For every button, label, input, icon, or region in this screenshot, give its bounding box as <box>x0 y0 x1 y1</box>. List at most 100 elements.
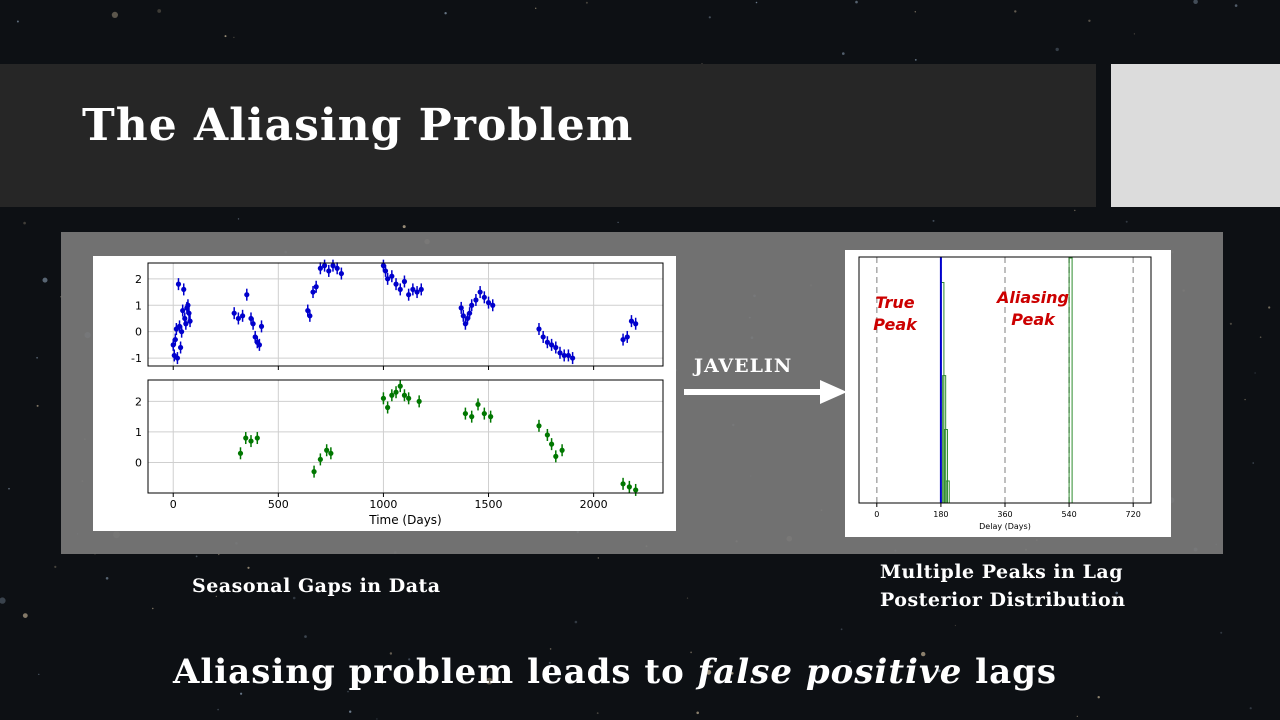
background-star <box>1252 462 1254 464</box>
background-star <box>376 718 378 720</box>
background-star <box>22 613 28 618</box>
plot-frame <box>147 379 664 494</box>
data-point <box>324 447 330 453</box>
data-point <box>250 321 256 327</box>
y-tick-label: 0 <box>135 456 142 469</box>
data-point <box>469 414 475 420</box>
background-star <box>914 59 917 61</box>
data-point <box>620 336 626 343</box>
data-point <box>307 313 313 319</box>
data-point <box>624 334 630 340</box>
background-star <box>105 577 109 580</box>
data-point <box>170 342 176 348</box>
x-tick-label: 1500 <box>475 498 503 511</box>
background-star <box>8 487 10 490</box>
background-star <box>38 673 40 675</box>
y-tick-label: 2 <box>135 395 142 408</box>
background-star <box>921 651 926 657</box>
data-point <box>317 265 323 271</box>
data-point <box>406 395 412 401</box>
data-point <box>488 414 494 420</box>
background-star <box>690 651 692 654</box>
background-star <box>686 597 689 599</box>
data-point <box>557 350 563 356</box>
background-star <box>597 557 599 559</box>
data-point <box>248 315 254 322</box>
data-point <box>406 292 412 298</box>
data-point <box>540 334 546 340</box>
data-point <box>475 401 481 408</box>
background-star <box>548 661 551 665</box>
data-point <box>256 342 263 348</box>
annotation-line-1: Aliasing <box>995 288 1069 307</box>
background-star <box>706 669 712 675</box>
background-star <box>485 677 493 685</box>
data-point <box>393 281 399 287</box>
data-point <box>481 410 487 417</box>
background-star <box>1008 670 1010 672</box>
caption-line-2: Posterior Distribution <box>880 589 1126 611</box>
background-star <box>304 635 307 638</box>
background-star <box>1229 322 1232 325</box>
background-star <box>1115 591 1118 595</box>
data-point <box>254 435 260 441</box>
x-tick-label: 2000 <box>580 498 608 511</box>
x-tick-label: 0 <box>170 498 177 511</box>
y-tick-label: 0 <box>135 326 142 339</box>
background-star <box>389 652 393 655</box>
x-tick-label: 1000 <box>369 498 397 511</box>
background-star <box>195 555 198 558</box>
data-point <box>321 263 328 269</box>
data-point <box>628 318 635 324</box>
data-point <box>565 352 572 359</box>
background-star <box>247 566 250 569</box>
data-point <box>175 281 182 287</box>
data-point <box>317 456 323 463</box>
background-star <box>696 711 699 715</box>
background-star <box>1133 33 1135 35</box>
caption-multiple-peaks: Multiple Peaks in Lag Posterior Distribu… <box>880 558 1126 614</box>
x-axis-label: Delay (Days) <box>979 522 1031 531</box>
x-tick-label: 540 <box>1061 510 1076 519</box>
data-point <box>485 300 492 306</box>
data-point <box>410 286 416 293</box>
data-point <box>326 268 332 274</box>
data-point <box>334 265 340 271</box>
data-point <box>401 392 408 398</box>
background-star <box>1259 336 1262 339</box>
background-star <box>349 710 352 713</box>
background-star <box>347 690 349 693</box>
background-star <box>1097 696 1100 699</box>
data-point <box>389 392 395 398</box>
background-star <box>954 624 957 627</box>
histogram-bar <box>1068 257 1073 504</box>
y-tick-label: 2 <box>135 273 142 286</box>
background-star <box>855 0 858 4</box>
data-point <box>397 383 403 389</box>
data-point <box>244 292 250 298</box>
data-point <box>180 307 186 314</box>
background-star <box>240 692 243 695</box>
data-point <box>477 289 483 295</box>
background-star <box>1076 715 1078 717</box>
slide-title: The Aliasing Problem <box>82 100 634 151</box>
background-star <box>224 35 227 38</box>
data-point <box>548 342 555 348</box>
data-point <box>620 481 626 487</box>
background-star <box>1249 707 1252 710</box>
data-point <box>548 441 555 447</box>
background-star <box>1254 372 1256 374</box>
conclusion-text: Aliasing problem leads to false positive… <box>0 652 1230 692</box>
data-point <box>414 289 420 295</box>
x-tick-label: 0 <box>874 510 879 519</box>
background-star <box>157 9 162 13</box>
background-star <box>535 7 537 9</box>
data-point <box>176 323 183 329</box>
background-star <box>408 658 411 661</box>
x-tick-label: 360 <box>997 510 1012 519</box>
background-star <box>111 11 118 18</box>
background-star <box>36 356 38 359</box>
background-star <box>218 553 220 556</box>
annotation-line-1: True <box>875 293 914 312</box>
data-point <box>397 286 403 293</box>
